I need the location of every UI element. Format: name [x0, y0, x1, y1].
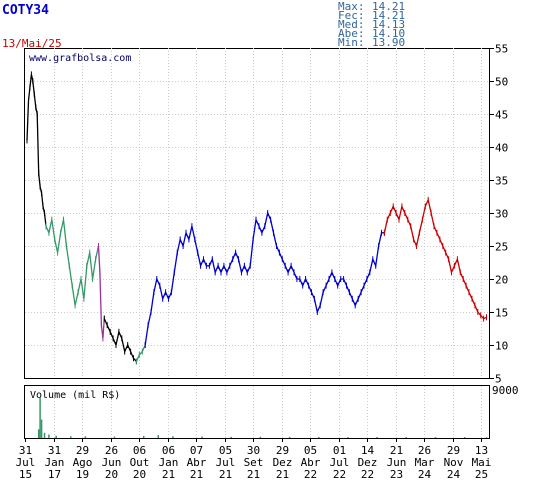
stat-label: Max:	[338, 0, 365, 13]
time-tick-year: 21	[219, 468, 232, 481]
time-tick-month: Jul	[16, 456, 36, 469]
time-tick-day: 01	[333, 444, 346, 457]
price-gridlines	[25, 81, 490, 346]
stat-value: 14.21	[372, 0, 405, 13]
time-tick-year: 22	[333, 468, 346, 481]
time-tick-year: 19	[76, 468, 89, 481]
time-tick-day: 05	[219, 444, 232, 457]
time-tick-year: 21	[190, 468, 203, 481]
time-tick-day: 29	[447, 444, 460, 457]
time-tick-month: Nov	[444, 456, 464, 469]
time-tick-month: Abr	[187, 456, 207, 469]
stat-value: 14.21	[372, 9, 405, 22]
chart-date: 13/Mai/25	[2, 37, 62, 50]
stat-value: 14.13	[372, 18, 405, 31]
time-tick-day: 13	[475, 444, 488, 457]
time-tick-month: Set	[244, 456, 264, 469]
time-tick-month: Jul	[330, 456, 350, 469]
price-tick-label: 35	[495, 175, 508, 188]
stat-value: 14.10	[372, 27, 405, 40]
price-tick-label: 25	[495, 241, 508, 254]
time-tick-month: Abr	[301, 456, 321, 469]
stats-panel: Max: 14.21 Fec: 14.21 Med: 14.13 Abe: 14.10 Min:…	[338, 0, 405, 49]
time-tick-year: 22	[304, 468, 317, 481]
time-tick-day: 07	[190, 444, 203, 457]
time-tick-day: 26	[105, 444, 118, 457]
time-tick-year: 15	[19, 468, 32, 481]
time-axis-ticks: 31Jul1531Jan1729Ago1926Jun2006Out2006Jan…	[16, 438, 492, 481]
stat-label: Min:	[338, 36, 365, 49]
price-tick-label: 40	[495, 142, 508, 155]
time-tick-day: 06	[133, 444, 146, 457]
time-tick-year: 17	[48, 468, 61, 481]
time-tick-day: 26	[418, 444, 431, 457]
time-tick-month: Ago	[73, 456, 93, 469]
price-tick-label: 45	[495, 109, 508, 122]
price-tick-label: 10	[495, 340, 508, 353]
price-tick-label: 15	[495, 307, 508, 320]
time-tick-month: Jun	[387, 456, 407, 469]
volume-max-label: 9000	[492, 384, 519, 397]
time-gridlines	[54, 48, 482, 378]
price-tick-label: 5	[495, 373, 502, 386]
time-tick-day: 29	[276, 444, 289, 457]
volume-plot-frame	[24, 385, 490, 439]
time-tick-day: 30	[247, 444, 260, 457]
time-tick-month: Mar	[415, 456, 435, 469]
time-tick-year: 22	[361, 468, 374, 481]
time-tick-day: 05	[304, 444, 317, 457]
time-tick-month: Dez	[358, 456, 378, 469]
time-tick-day: 14	[361, 444, 375, 457]
time-tick-day: 21	[390, 444, 403, 457]
time-tick-month: Jan	[45, 456, 65, 469]
time-tick-day: 31	[48, 444, 61, 457]
volume-label: Volume (mil R$)	[30, 390, 120, 401]
time-tick-month: Dez	[273, 456, 293, 469]
time-tick-day: 29	[76, 444, 89, 457]
time-tick-year: 25	[475, 468, 488, 481]
time-tick-year: 21	[162, 468, 175, 481]
price-tick-label: 50	[495, 76, 508, 89]
time-tick-year: 21	[276, 468, 289, 481]
volume-bars	[37, 397, 488, 438]
time-tick-year: 24	[447, 468, 461, 481]
time-tick-month: Jan	[159, 456, 179, 469]
ticker-symbol: COTY34	[2, 3, 49, 18]
time-tick-year: 21	[247, 468, 260, 481]
time-tick-year: 20	[133, 468, 146, 481]
price-tick-label: 20	[495, 274, 508, 287]
watermark: www.grafbolsa.com	[29, 53, 131, 64]
time-tick-year: 23	[390, 468, 403, 481]
time-tick-year: 20	[105, 468, 118, 481]
time-tick-month: Jul	[216, 456, 236, 469]
time-tick-month: Jun	[102, 456, 122, 469]
stat-label: Abe:	[338, 27, 365, 40]
stat-label: Med:	[338, 18, 365, 31]
time-tick-month: Out	[130, 456, 150, 469]
stat-label: Fec:	[338, 9, 365, 22]
price-tick-label: 30	[495, 208, 508, 221]
stat-value: 13.90	[372, 36, 405, 49]
time-tick-day: 06	[162, 444, 175, 457]
time-tick-month: Mai	[472, 456, 492, 469]
price-tick-label: 55	[495, 43, 508, 56]
price-series-line	[135, 344, 146, 362]
time-tick-day: 31	[19, 444, 32, 457]
price-series	[26, 71, 487, 365]
price-axis-ticks: 55 50 45 40 35 30 25 20 15 10 5	[490, 43, 508, 386]
time-tick-year: 24	[418, 468, 432, 481]
